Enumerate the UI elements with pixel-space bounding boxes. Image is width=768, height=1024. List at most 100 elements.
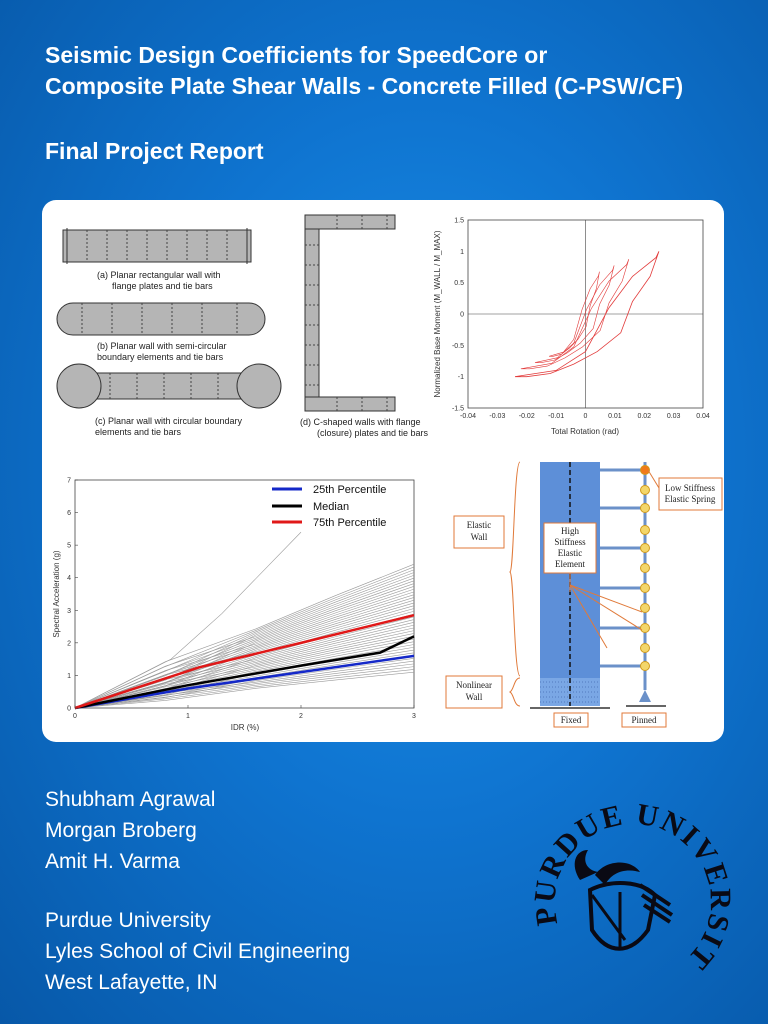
idr-ytick: 0 xyxy=(67,706,71,713)
idr-series-0 xyxy=(74,654,415,710)
idr-record-curve xyxy=(74,658,415,709)
elastic-wall-brace xyxy=(508,461,521,677)
hysteresis-ytick: 0 xyxy=(460,312,464,319)
caption-c-line2: elements and tie bars xyxy=(95,427,182,437)
label-elastic-wall-l2: Wall xyxy=(471,532,488,542)
hysteresis-xtick: -0.01 xyxy=(548,413,564,420)
spring-node-icon xyxy=(640,583,650,593)
label-box-nonlinear-wall xyxy=(445,675,503,709)
label-box-high-stiffness xyxy=(543,522,597,574)
title-line-1: Seismic Design Coefficients for SpeedCor… xyxy=(45,42,548,68)
hysteresis-xtick: 0.02 xyxy=(637,413,651,420)
idr-xtick: 3 xyxy=(412,713,416,720)
author-list: Shubham Agrawal Morgan Broberg Amit H. V… xyxy=(45,784,215,877)
affiliation-location: West Lafayette, IN xyxy=(45,971,218,994)
hysteresis-ytick: -0.5 xyxy=(452,343,464,350)
idr-xtick: 2 xyxy=(299,713,303,720)
idr-record-curve xyxy=(74,566,415,709)
idr-ytick: 2 xyxy=(67,640,71,647)
idr-ytick: 5 xyxy=(67,543,71,550)
hysteresis-xtick: 0.04 xyxy=(696,413,710,420)
label-low-l2: Elastic Spring xyxy=(665,494,716,504)
label-high-l2: Stiffness xyxy=(554,537,586,547)
title-line-2: Composite Plate Shear Walls - Concrete F… xyxy=(45,73,684,99)
label-elastic-wall-l1: Elastic xyxy=(467,520,492,530)
idr-record-curve xyxy=(74,531,302,709)
hysteresis-xtick: -0.04 xyxy=(460,413,476,420)
legend-label-75th: 75th Percentile xyxy=(313,517,386,529)
idr-ytick: 7 xyxy=(67,478,71,485)
hysteresis-ytick: 1 xyxy=(460,249,464,256)
idr-record-curve xyxy=(74,599,415,709)
spring-node-icon xyxy=(640,623,650,633)
hysteresis-loop-inner xyxy=(534,265,615,363)
idr-record-curve xyxy=(74,602,415,709)
idr-ytick: 4 xyxy=(67,575,71,582)
idr-ytick: 3 xyxy=(67,608,71,615)
affiliation-school: Lyles School of Civil Engineering xyxy=(45,940,351,963)
hysteresis-ylabel: Normalized Base Moment (M_WALL / M_MAX) xyxy=(433,230,442,397)
label-nonlinear-l2: Wall xyxy=(466,692,483,702)
idr-record-curve xyxy=(74,671,415,709)
wall-section-c: (c) Planar wall with circular boundary e… xyxy=(56,363,282,437)
idr-xlabel: IDR (%) xyxy=(231,723,260,732)
wall-section-a: (a) Planar rectangular wall with flange … xyxy=(62,228,252,291)
spring-node-icon xyxy=(640,465,650,475)
idr-record-curve xyxy=(74,635,415,709)
hysteresis-loop-inner xyxy=(520,259,630,370)
spring-node-icon xyxy=(640,643,650,653)
hysteresis-xtick: 0.01 xyxy=(608,413,622,420)
hysteresis-xtick: -0.02 xyxy=(519,413,535,420)
caption-c-line1: (c) Planar wall with circular boundary xyxy=(95,416,243,426)
author-2: Morgan Broberg xyxy=(45,819,197,842)
label-nonlinear-l1: Nonlinear xyxy=(456,680,492,690)
caption-d-line1: (d) C-shaped walls with flange xyxy=(300,417,421,427)
spring-node-icon xyxy=(640,503,650,513)
wall-section-d: (d) C-shaped walls with flange (closure)… xyxy=(300,214,429,438)
label-box-low-stiffness xyxy=(658,477,723,511)
pinned-support-icon xyxy=(639,690,651,702)
affiliation: Purdue University Lyles School of Civil … xyxy=(45,905,350,998)
idr-record-curve xyxy=(74,569,415,709)
caption-b-line2: boundary elements and tie bars xyxy=(97,352,224,362)
hysteresis-xlabel: Total Rotation (rad) xyxy=(551,427,619,436)
spring-node-icon xyxy=(640,563,650,573)
hysteresis-xtick: 0.03 xyxy=(667,413,681,420)
author-3: Amit H. Varma xyxy=(45,850,180,873)
hysteresis-ytick: 0.5 xyxy=(454,280,464,287)
hysteresis-ytick: -1 xyxy=(458,374,464,381)
idr-ytick: 6 xyxy=(67,510,71,517)
structural-model-diagram: Elastic Wall High Stiffness Elastic Elem… xyxy=(445,461,723,728)
label-box-pinned xyxy=(621,712,667,728)
label-high-l1: High xyxy=(561,526,580,536)
caption-a-line1: (a) Planar rectangular wall with xyxy=(97,270,221,280)
hysteresis-ytick: -1.5 xyxy=(452,406,464,413)
figure-panel: (a) Planar rectangular wall with flange … xyxy=(42,200,724,742)
idr-record-curve xyxy=(74,580,415,709)
spring-node-icon xyxy=(640,485,650,495)
hysteresis-chart: -0.04 -0.03 -0.02 -0.01 0 0.01 0.02 0.03 0.04 1.… xyxy=(433,218,710,437)
label-high-l4: Element xyxy=(555,559,585,569)
idr-record-curve xyxy=(74,669,415,709)
label-low-l1: Low Stiffness xyxy=(665,483,716,493)
idr-record-curve xyxy=(74,633,415,709)
spring-node-icon xyxy=(640,603,650,613)
idr-ylabel: Spectral Acceleration (g) xyxy=(52,550,61,637)
wall-section-b: (b) Planar wall with semi-circular bound… xyxy=(56,302,266,362)
idr-xtick: 1 xyxy=(186,713,190,720)
spring-node-icon xyxy=(640,525,650,535)
legend-label-25th: 25th Percentile xyxy=(313,484,386,496)
label-high-l3: Elastic xyxy=(558,548,583,558)
idr-record-curve xyxy=(74,588,415,709)
author-1: Shubham Agrawal xyxy=(45,788,216,811)
hysteresis-xtick: 0 xyxy=(584,413,588,420)
label-pinned: Pinned xyxy=(631,715,657,725)
idr-xtick: 0 xyxy=(73,713,77,720)
caption-b-line1: (b) Planar wall with semi-circular xyxy=(97,341,227,351)
hysteresis-xtick: -0.03 xyxy=(489,413,505,420)
caption-a-line2: flange plates and tie bars xyxy=(112,281,213,291)
affiliation-university: Purdue University xyxy=(45,909,211,932)
spring-node-icon xyxy=(640,543,650,553)
idr-series-2 xyxy=(74,613,415,710)
purdue-seal-icon: PURDUE UNIVERSITY xyxy=(520,780,735,977)
